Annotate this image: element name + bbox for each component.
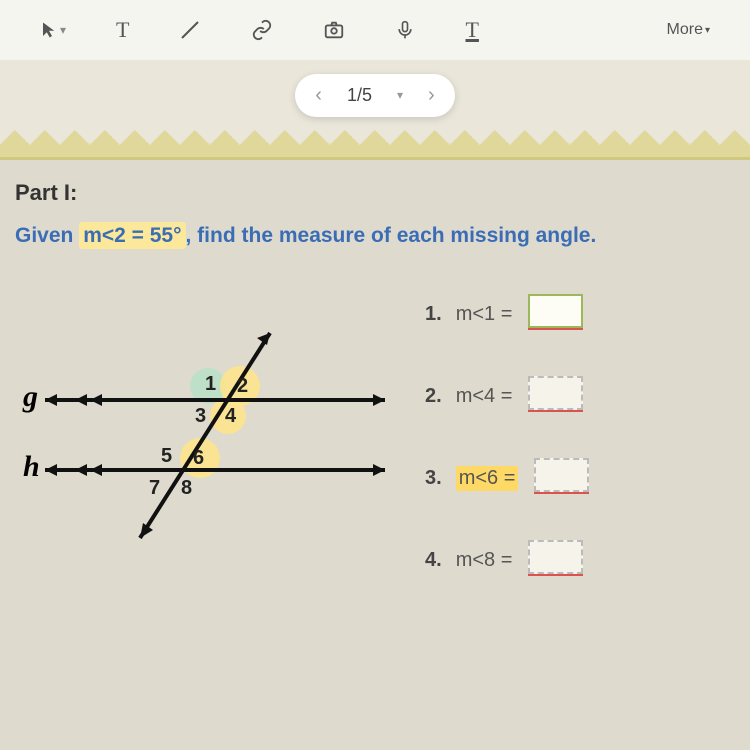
line-h-tick1 [75, 464, 87, 476]
prev-page-icon[interactable]: ‹ [315, 84, 322, 107]
next-page-icon[interactable]: › [428, 84, 435, 107]
more-button[interactable]: More▾ [667, 21, 710, 39]
answer-label: m<4 = [456, 385, 513, 408]
given-prefix: Given [15, 224, 79, 247]
more-label: More [667, 21, 703, 39]
given-statement: Given m<2 = 55°, find the measure of eac… [15, 224, 735, 248]
pointer-icon[interactable]: ▾ [40, 21, 66, 39]
answer-num: 4. [425, 549, 442, 572]
answer-input-3[interactable] [534, 462, 589, 494]
line-tool-icon[interactable] [179, 19, 201, 41]
angle-8-label: 8 [181, 477, 192, 499]
answers-list: 1. m<1 = 2. m<4 = 3. m<6 = 4. m<8 = [425, 288, 735, 588]
text-tool-icon[interactable]: T [116, 17, 129, 43]
given-measure: m<2 = 55° [79, 222, 185, 249]
line-g-left-arrow [45, 394, 57, 406]
answer-label: m<6 = [456, 466, 519, 491]
line-g-label: g [22, 380, 38, 413]
answer-input-2[interactable] [528, 380, 583, 412]
angle-2-label: 2 [237, 375, 248, 397]
mic-icon[interactable] [395, 20, 415, 40]
answer-row-3: 3. m<6 = [425, 462, 735, 494]
zigzag-divider [0, 130, 750, 160]
answer-label: m<1 = [456, 303, 513, 326]
line-h-label: h [23, 450, 40, 483]
answer-row-2: 2. m<4 = [425, 380, 735, 412]
line-g-tick2 [90, 394, 102, 406]
content-area: Part I: Given m<2 = 55°, find the measur… [0, 160, 750, 750]
angle-6-label: 6 [193, 447, 204, 469]
answer-num: 3. [425, 467, 442, 490]
answer-input-1[interactable] [528, 298, 583, 330]
line-g-tick1 [75, 394, 87, 406]
angle-5-label: 5 [161, 445, 172, 467]
page-indicator: 1/5 [347, 85, 372, 106]
answer-input-4[interactable] [528, 544, 583, 576]
answer-num: 2. [425, 385, 442, 408]
angle-4-label: 4 [225, 405, 237, 427]
pager-bar: ‹ 1/5 ▾ › [0, 60, 750, 130]
part-title: Part I: [15, 180, 735, 206]
pager: ‹ 1/5 ▾ › [295, 74, 454, 117]
given-suffix: , find the measure of each missing angle… [186, 224, 597, 247]
answer-row-1: 1. m<1 = [425, 298, 735, 330]
angle-7-label: 7 [149, 477, 160, 499]
line-h-left-arrow [45, 464, 57, 476]
line-h-tick2 [90, 464, 102, 476]
line-h-right-arrow [373, 464, 385, 476]
angle-1-label: 1 [205, 373, 216, 395]
link-icon[interactable] [251, 19, 273, 41]
toolbar: ▾ T T More▾ [0, 0, 750, 60]
camera-icon[interactable] [323, 19, 345, 41]
answer-num: 1. [425, 303, 442, 326]
underline-text-icon[interactable]: T [465, 17, 478, 43]
main-area: g h 1 2 3 4 5 6 7 [15, 288, 735, 588]
answer-row-4: 4. m<8 = [425, 544, 735, 576]
page-dropdown-icon[interactable]: ▾ [397, 88, 403, 102]
angle-diagram: g h 1 2 3 4 5 6 7 [15, 308, 395, 588]
angle-3-label: 3 [195, 405, 206, 427]
answer-label: m<8 = [456, 549, 513, 572]
transversal-line [140, 333, 270, 538]
line-g-right-arrow [373, 394, 385, 406]
